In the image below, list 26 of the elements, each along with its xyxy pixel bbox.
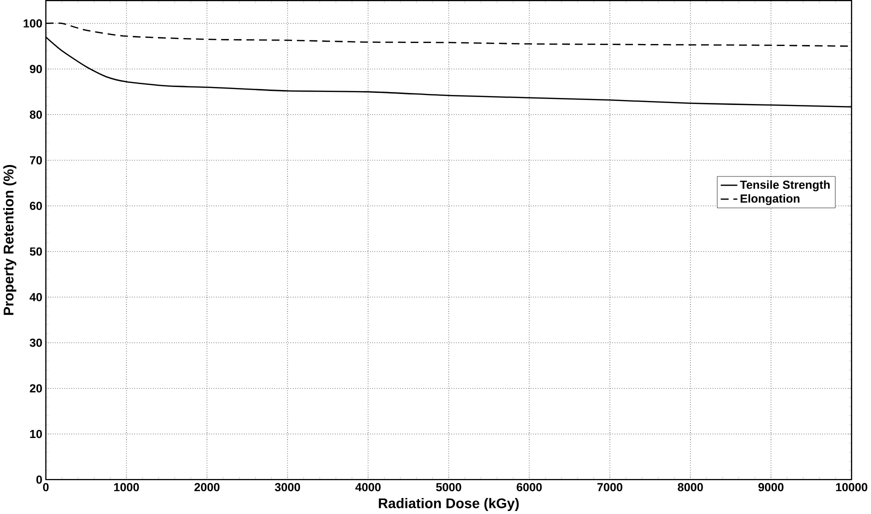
x-tick-label: 5000 <box>436 482 462 492</box>
x-tick-label: 1000 <box>114 482 139 492</box>
y-tick-label: 70 <box>30 156 42 164</box>
y-tick-label: 10 <box>30 430 42 438</box>
y-tick-label: 40 <box>30 292 42 302</box>
y-tick-label: 50 <box>30 247 42 256</box>
x-tick-label: 2000 <box>194 482 220 492</box>
x-tick-label: 9000 <box>758 482 784 492</box>
legend-label: Elongation <box>740 194 800 205</box>
y-tick-label: 30 <box>30 338 42 347</box>
x-axis-title: Radiation Dose (kGy) <box>378 498 519 511</box>
x-tick-label: 10000 <box>836 482 868 492</box>
y-tick-label: 20 <box>30 384 42 392</box>
y-tick-label: 90 <box>30 64 42 74</box>
x-tick-label: 0 <box>43 482 49 492</box>
y-tick-label: 100 <box>24 19 42 28</box>
x-tick-label: 7000 <box>597 482 622 492</box>
x-tick-label: 3000 <box>274 482 300 492</box>
y-tick-label: 60 <box>30 202 42 210</box>
y-tick-label: 0 <box>36 475 42 484</box>
y-axis-title: Property Retention (%) <box>3 164 16 315</box>
x-tick-label: 8000 <box>678 482 703 492</box>
legend-label: Tensile Strength <box>740 180 830 192</box>
x-tick-label: 6000 <box>516 482 542 492</box>
y-tick-label: 80 <box>30 110 42 119</box>
x-tick-label: 4000 <box>355 482 381 492</box>
